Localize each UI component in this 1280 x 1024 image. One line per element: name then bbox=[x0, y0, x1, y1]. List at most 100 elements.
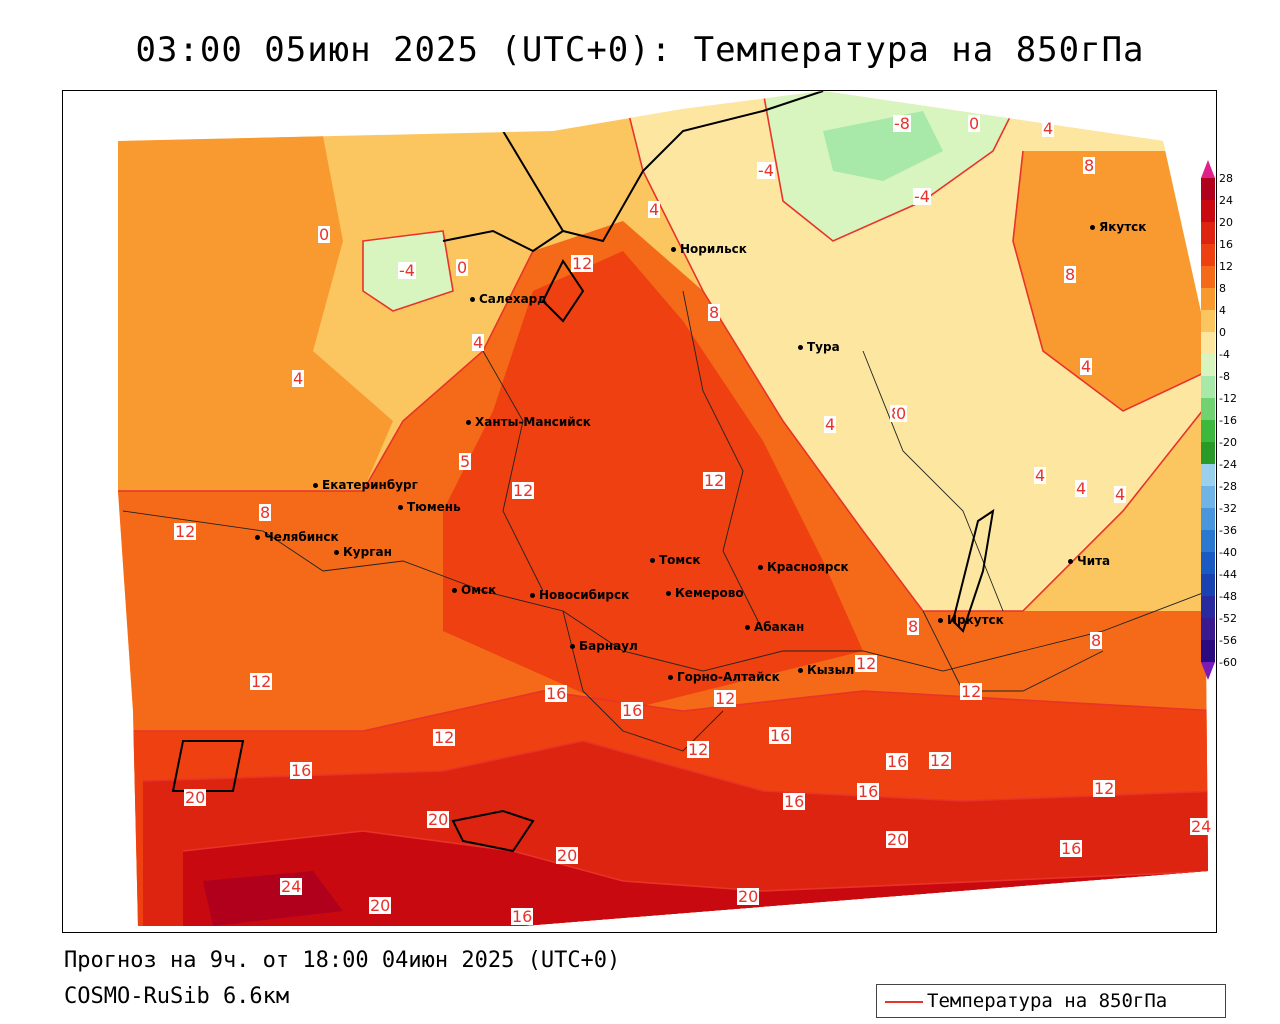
city-dot bbox=[398, 505, 403, 510]
city-dot bbox=[666, 591, 671, 596]
city-norilsk: Норильск bbox=[671, 242, 747, 256]
coastlines bbox=[171, 91, 995, 853]
colorbar-tick-label: -48 bbox=[1219, 590, 1237, 603]
isotherm-label: 8 bbox=[907, 617, 920, 636]
colorbar-swatch bbox=[1201, 596, 1215, 618]
city-tyumen: Тюмень bbox=[398, 500, 461, 514]
city-krasnoyarsk: Красноярск bbox=[758, 560, 849, 574]
isotherm-0-west bbox=[362, 230, 454, 312]
colorbar-tick-label: -52 bbox=[1219, 612, 1237, 625]
isotherm-label: 12 bbox=[855, 654, 878, 673]
isotherm-label: 20 bbox=[427, 810, 450, 829]
city-tura: Тура bbox=[798, 340, 840, 354]
city-dot bbox=[570, 644, 575, 649]
forecast-info: Прогноз на 9ч. от 18:00 04июн 2025 (UTC+… bbox=[64, 948, 621, 973]
isotherm-label: 8 bbox=[708, 303, 721, 322]
colorbar-swatch bbox=[1201, 310, 1215, 332]
city-ekaterinburg: Екатеринбург bbox=[313, 478, 418, 492]
isotherm-label: 8 bbox=[1083, 156, 1096, 175]
city-dot bbox=[671, 247, 676, 252]
band-12-central-core bbox=[443, 251, 863, 711]
city-yakutsk: Якутск bbox=[1090, 220, 1146, 234]
isotherm-8-yakutsk bbox=[1012, 150, 1208, 412]
colorbar-swatch bbox=[1201, 178, 1215, 200]
city-omsk: Омск bbox=[452, 583, 496, 597]
city-dot bbox=[530, 593, 535, 598]
temperature-field bbox=[118, 91, 1208, 926]
city-label: Тура bbox=[807, 340, 840, 354]
city-dot bbox=[452, 588, 457, 593]
isotherm-label: -4 bbox=[398, 261, 416, 280]
isotherm-label: 16 bbox=[886, 752, 909, 771]
colorbar-tick-label: -28 bbox=[1219, 480, 1237, 493]
isotherm-label: 4 bbox=[1075, 479, 1088, 498]
legend: Температура на 850гПа bbox=[876, 984, 1226, 1018]
isotherm-label: 12 bbox=[1093, 779, 1116, 798]
isotherm-label: 12 bbox=[250, 672, 273, 691]
isotherm-label: 12 bbox=[960, 682, 983, 701]
isotherm-label: 4 bbox=[1034, 466, 1047, 485]
colorbar-tick-label: -60 bbox=[1219, 656, 1237, 669]
colorbar-tick-label: 0 bbox=[1219, 326, 1226, 339]
band-28-plus bbox=[203, 871, 343, 926]
lake-baikal bbox=[951, 508, 995, 633]
colorbar-swatch bbox=[1201, 530, 1215, 552]
isotherm-label: 24 bbox=[1190, 817, 1213, 836]
city-dot bbox=[650, 558, 655, 563]
isotherm-label: 0 bbox=[318, 225, 331, 244]
isotherm-label: 16 bbox=[511, 907, 534, 926]
isotherm-label: 16 bbox=[621, 701, 644, 720]
isotherm-4 bbox=[622, 91, 1208, 612]
city-dot bbox=[1090, 225, 1095, 230]
city-kurgan: Курган bbox=[334, 545, 392, 559]
isotherm-label: 16 bbox=[857, 782, 880, 801]
colorbar-tick-label: -4 bbox=[1219, 348, 1230, 361]
colorbar-tick-label: -32 bbox=[1219, 502, 1237, 515]
city-label: Горно-Алтайск bbox=[677, 670, 780, 684]
city-label: Омск bbox=[461, 583, 497, 597]
city-label: Абакан bbox=[754, 620, 805, 634]
isotherm-20 bbox=[142, 740, 1208, 802]
isotherm-label: 12 bbox=[571, 254, 594, 273]
city-dot bbox=[470, 297, 475, 302]
isotherm-label: 16 bbox=[545, 684, 568, 703]
isotherm-label: 20 bbox=[556, 846, 579, 865]
isotherm-8-west bbox=[118, 250, 534, 492]
isotherm-label: 12 bbox=[929, 751, 952, 770]
city-dot bbox=[745, 625, 750, 630]
colorbar-swatch bbox=[1201, 222, 1215, 244]
city-label: Челябинск bbox=[264, 530, 339, 544]
city-label: Новосибирск bbox=[539, 588, 630, 602]
colorbar-swatch bbox=[1201, 618, 1215, 640]
city-label: Барнаул bbox=[579, 639, 638, 653]
isotherm-label: 12 bbox=[714, 689, 737, 708]
colorbar-swatch bbox=[1201, 640, 1215, 662]
isotherm-label: 20 bbox=[886, 830, 909, 849]
city-dot bbox=[798, 668, 803, 673]
city-kemerovo: Кемерово bbox=[666, 586, 744, 600]
city-dot bbox=[466, 420, 471, 425]
colorbar-tick-label: -44 bbox=[1219, 568, 1237, 581]
isotherm-label: 4 bbox=[1080, 357, 1093, 376]
colorbar-swatch bbox=[1201, 420, 1215, 442]
lake-balkhash bbox=[451, 809, 535, 853]
city-chita: Чита bbox=[1068, 554, 1110, 568]
city-dot bbox=[668, 675, 673, 680]
colorbar-tick-label: -24 bbox=[1219, 458, 1237, 471]
city-tomsk: Томск bbox=[650, 553, 701, 567]
colorbar-swatch bbox=[1201, 288, 1215, 310]
isotherm-label: 4 bbox=[648, 200, 661, 219]
city-label: Томск bbox=[659, 553, 701, 567]
city-label: Ханты-Мансийск bbox=[475, 415, 591, 429]
city-abakan: Абакан bbox=[745, 620, 804, 634]
isotherm-label: 12 bbox=[703, 471, 726, 490]
city-label: Красноярск bbox=[767, 560, 849, 574]
city-label: Курган bbox=[343, 545, 392, 559]
isotherm-label: 12 bbox=[433, 728, 456, 747]
colorbar-swatch bbox=[1201, 552, 1215, 574]
isotherm-label: 20 bbox=[737, 887, 760, 906]
colorbar-swatch bbox=[1201, 266, 1215, 288]
colorbar-tick-label: -36 bbox=[1219, 524, 1237, 537]
city-barnaul: Барнаул bbox=[570, 639, 638, 653]
city-dot bbox=[938, 618, 943, 623]
